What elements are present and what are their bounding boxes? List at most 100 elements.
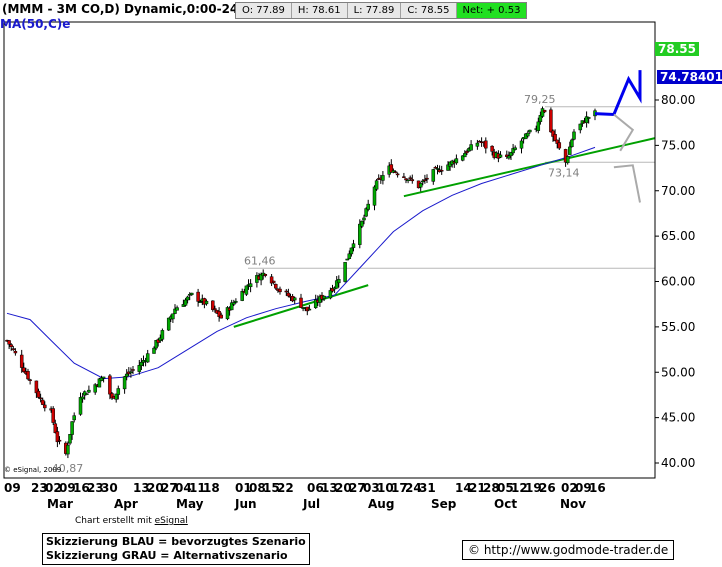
x-month-label: Oct (494, 497, 517, 511)
candle-body (51, 408, 55, 423)
candle-body (240, 291, 244, 301)
candle-body (469, 144, 473, 151)
x-date-label: 23 (87, 481, 104, 495)
candle-body (38, 397, 43, 400)
candle-body (87, 389, 91, 393)
candle-body (190, 292, 194, 295)
candle-body (93, 384, 97, 393)
trendlines (233, 137, 656, 328)
candle-body (404, 178, 408, 181)
x-date-label: 09 (59, 481, 76, 495)
candle-body (278, 288, 282, 293)
candle-body (78, 397, 83, 415)
candle-body (171, 313, 175, 320)
candle-body (43, 404, 47, 409)
chart-title: (MMM - 3M CO,D) Dynamic,0:00-24:00 (2, 2, 260, 16)
candle-body (82, 391, 87, 396)
candle-body (137, 365, 142, 372)
x-date-label: 10 (377, 481, 394, 495)
candle-body (402, 176, 406, 178)
plot-frame (3, 21, 656, 479)
candle-body (366, 203, 370, 210)
candle-body (490, 145, 494, 152)
level-label: 61,46 (244, 254, 276, 267)
candle-body (55, 431, 60, 443)
x-date-label: 16 (589, 481, 606, 495)
x-date-label: 24 (405, 481, 422, 495)
scenario-legend: Skizzierung BLAU = bevorzugtes Szenario … (42, 533, 310, 565)
legend-gray-scenario: Skizzierung GRAU = Alternativszenario (46, 549, 288, 562)
x-month-label: Aug (368, 497, 394, 511)
candle-body (565, 156, 570, 164)
source-url[interactable]: © http://www.godmode-trader.de (462, 540, 675, 560)
candle-body (509, 152, 513, 157)
x-date-label: 26 (539, 481, 556, 495)
candle-body (204, 300, 209, 305)
candle-body (538, 115, 543, 122)
x-date-label: 31 (419, 481, 436, 495)
candle-body (173, 308, 177, 314)
candle-body (557, 142, 562, 149)
candle-body (154, 340, 158, 349)
candle-body (351, 243, 356, 248)
candle-body (28, 379, 32, 381)
candle-body (519, 140, 524, 149)
credit-prefix: Chart erstellt mit (75, 516, 155, 526)
x-date-label: 05 (497, 481, 514, 495)
candle-body (248, 283, 253, 288)
esignal-link[interactable]: eSignal (154, 516, 188, 526)
x-date-label: 23 (31, 481, 48, 495)
quote-close: C: 78.55 (401, 3, 457, 18)
moving-average-line (6, 146, 596, 380)
candle-body (101, 376, 106, 379)
candle-body (395, 173, 400, 176)
candle-body (166, 317, 171, 331)
candle-body (99, 377, 104, 381)
candle-body (286, 292, 291, 297)
candle-body (555, 139, 559, 144)
candle-body (526, 132, 530, 137)
candle-body (410, 179, 415, 182)
candle-body (299, 297, 303, 308)
candle-body (439, 170, 444, 172)
candle-body (454, 158, 459, 164)
candle-body (72, 415, 76, 421)
candle-body (129, 371, 133, 373)
candle-body (460, 155, 465, 161)
x-month-label: Mar (47, 497, 73, 511)
candle-body (244, 285, 249, 295)
scenario-sketches (594, 70, 642, 203)
candles (5, 106, 597, 459)
x-date-label: 03 (363, 481, 380, 495)
candle-body (484, 140, 488, 149)
x-month-label: Apr (114, 497, 138, 511)
candle-body (284, 290, 289, 293)
candle-body (274, 283, 278, 289)
moving-average-value-tag: 74.784016 (657, 70, 722, 84)
candle-body (389, 164, 394, 173)
candle-body (124, 373, 129, 377)
axes: 40.00 45.00 50.00 55.00 60.00 65.00 70.00 75.00… (3, 21, 695, 511)
candle-body (259, 273, 263, 281)
candle-body (152, 347, 156, 354)
candle-body (523, 133, 528, 140)
candle-body (334, 280, 339, 289)
quote-open: O: 77.89 (236, 3, 292, 18)
x-month-label: Nov (560, 497, 586, 511)
x-date-label: 30 (101, 481, 118, 495)
candle-body (553, 134, 557, 142)
candle-body (318, 296, 322, 303)
candle-body (551, 130, 555, 137)
y-tick-label: 50.00 (661, 365, 695, 379)
x-date-label: 09 (575, 481, 592, 495)
candle-body (307, 308, 312, 311)
candle-body (156, 339, 160, 343)
candle-body (198, 301, 202, 304)
candle-body (425, 177, 429, 180)
candle-body (349, 247, 354, 255)
candle-body (362, 217, 366, 221)
candle-body (433, 167, 438, 169)
candle-body (183, 299, 188, 306)
candle-body (34, 380, 39, 394)
